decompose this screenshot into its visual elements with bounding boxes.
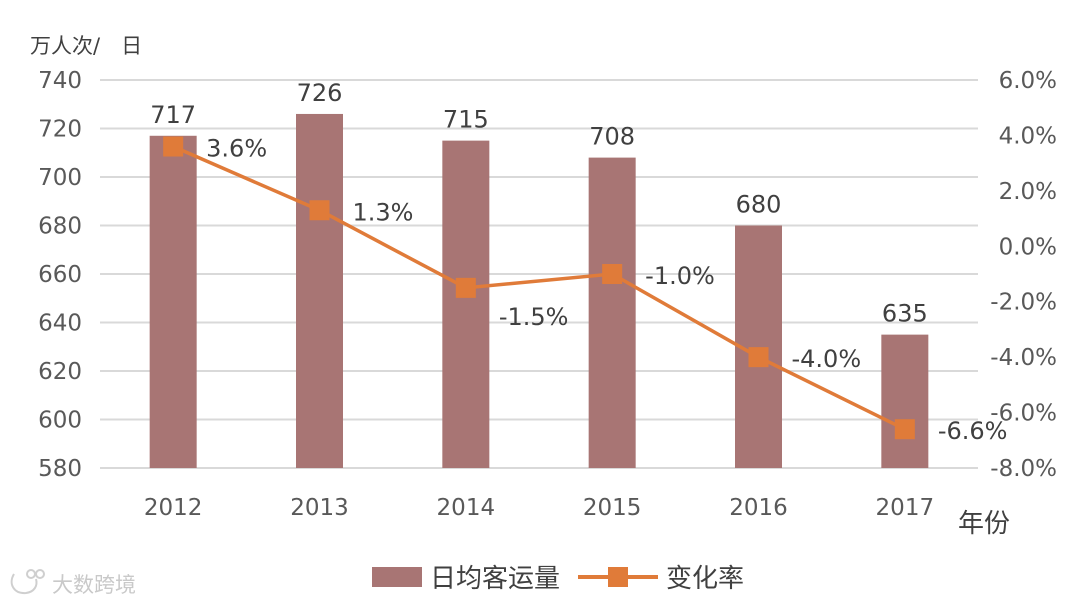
bar — [442, 140, 490, 468]
rate-marker — [309, 200, 330, 221]
x-axis-title: 年份 — [958, 509, 1010, 539]
y2-tick-label: -6.0% — [990, 401, 1057, 427]
y-tick-label: 580 — [38, 456, 82, 482]
bar — [296, 113, 343, 468]
axis-ticks: 580 600 620 640 660 680 700 720 740 -8.0% -6.0% -4.… — [38, 68, 1057, 521]
y2-tick-label: -2.0% — [990, 290, 1057, 316]
legend-bar-label: 日均客运量 — [430, 564, 560, 594]
bar — [588, 157, 636, 468]
y-tick-label: 680 — [38, 214, 82, 240]
legend: 日均客运量 变化率 — [372, 564, 744, 594]
rate-line — [172, 144, 906, 431]
x-tick-label: 2017 — [876, 495, 935, 521]
bar-value-label: 635 — [882, 300, 928, 328]
bar-value-label: 680 — [736, 191, 782, 219]
y2-tick-label: 0.0% — [999, 234, 1057, 260]
y-tick-label: 720 — [38, 117, 82, 143]
legend-bar-swatch — [372, 567, 422, 587]
y2-tick-label: 4.0% — [999, 123, 1057, 149]
y2-tick-label: -4.0% — [990, 345, 1057, 371]
y-axis-unit: 万人次/ 日 — [30, 34, 142, 58]
rate-marker — [602, 264, 623, 284]
rate-marker — [455, 277, 476, 298]
y-tick-label: 600 — [38, 408, 82, 434]
watermark-logo-icon — [10, 569, 45, 595]
y-tick-label: 640 — [38, 311, 82, 337]
bar-value-label: 708 — [589, 123, 635, 151]
y2-tick-label: -8.0% — [990, 456, 1057, 482]
bar — [149, 135, 197, 468]
x-tick-label: 2016 — [729, 495, 788, 521]
bar-value-label: 715 — [443, 106, 489, 134]
rate-value-label: -6.6% — [938, 417, 1008, 445]
bar-value-label: 717 — [150, 101, 196, 129]
y-tick-label: 740 — [38, 68, 82, 94]
bar — [881, 334, 929, 468]
rate-marker — [894, 419, 915, 440]
y-tick-label: 660 — [38, 262, 82, 288]
watermark: 大数跨境 — [10, 569, 136, 597]
rate-value-label: -1.0% — [645, 262, 715, 290]
y-tick-label: 620 — [38, 359, 82, 385]
rate-value-label: -1.5% — [499, 303, 569, 331]
legend-line-label: 变化率 — [666, 564, 744, 594]
line-series — [163, 136, 915, 440]
y2-tick-label: 6.0% — [999, 68, 1057, 94]
watermark-text: 大数跨境 — [52, 573, 136, 597]
x-tick-label: 2014 — [437, 495, 496, 521]
x-tick-label: 2013 — [290, 495, 349, 521]
rate-value-label: -4.0% — [792, 345, 862, 373]
x-tick-label: 2012 — [144, 495, 203, 521]
legend-line-marker — [608, 567, 628, 587]
data-labels: 717 726 715 708 680 635 3.6% 1.3% -1.5% -1.0% -4.0… — [150, 79, 1007, 445]
rate-marker — [748, 347, 769, 368]
x-tick-label: 2015 — [583, 495, 642, 521]
rate-value-label: 1.3% — [353, 198, 414, 226]
bar-value-label: 726 — [297, 79, 343, 107]
rate-marker — [163, 136, 184, 157]
rate-value-label: 3.6% — [206, 135, 267, 163]
y2-tick-label: 2.0% — [999, 179, 1057, 205]
bar-series — [149, 113, 929, 468]
y-tick-label: 700 — [38, 165, 82, 191]
